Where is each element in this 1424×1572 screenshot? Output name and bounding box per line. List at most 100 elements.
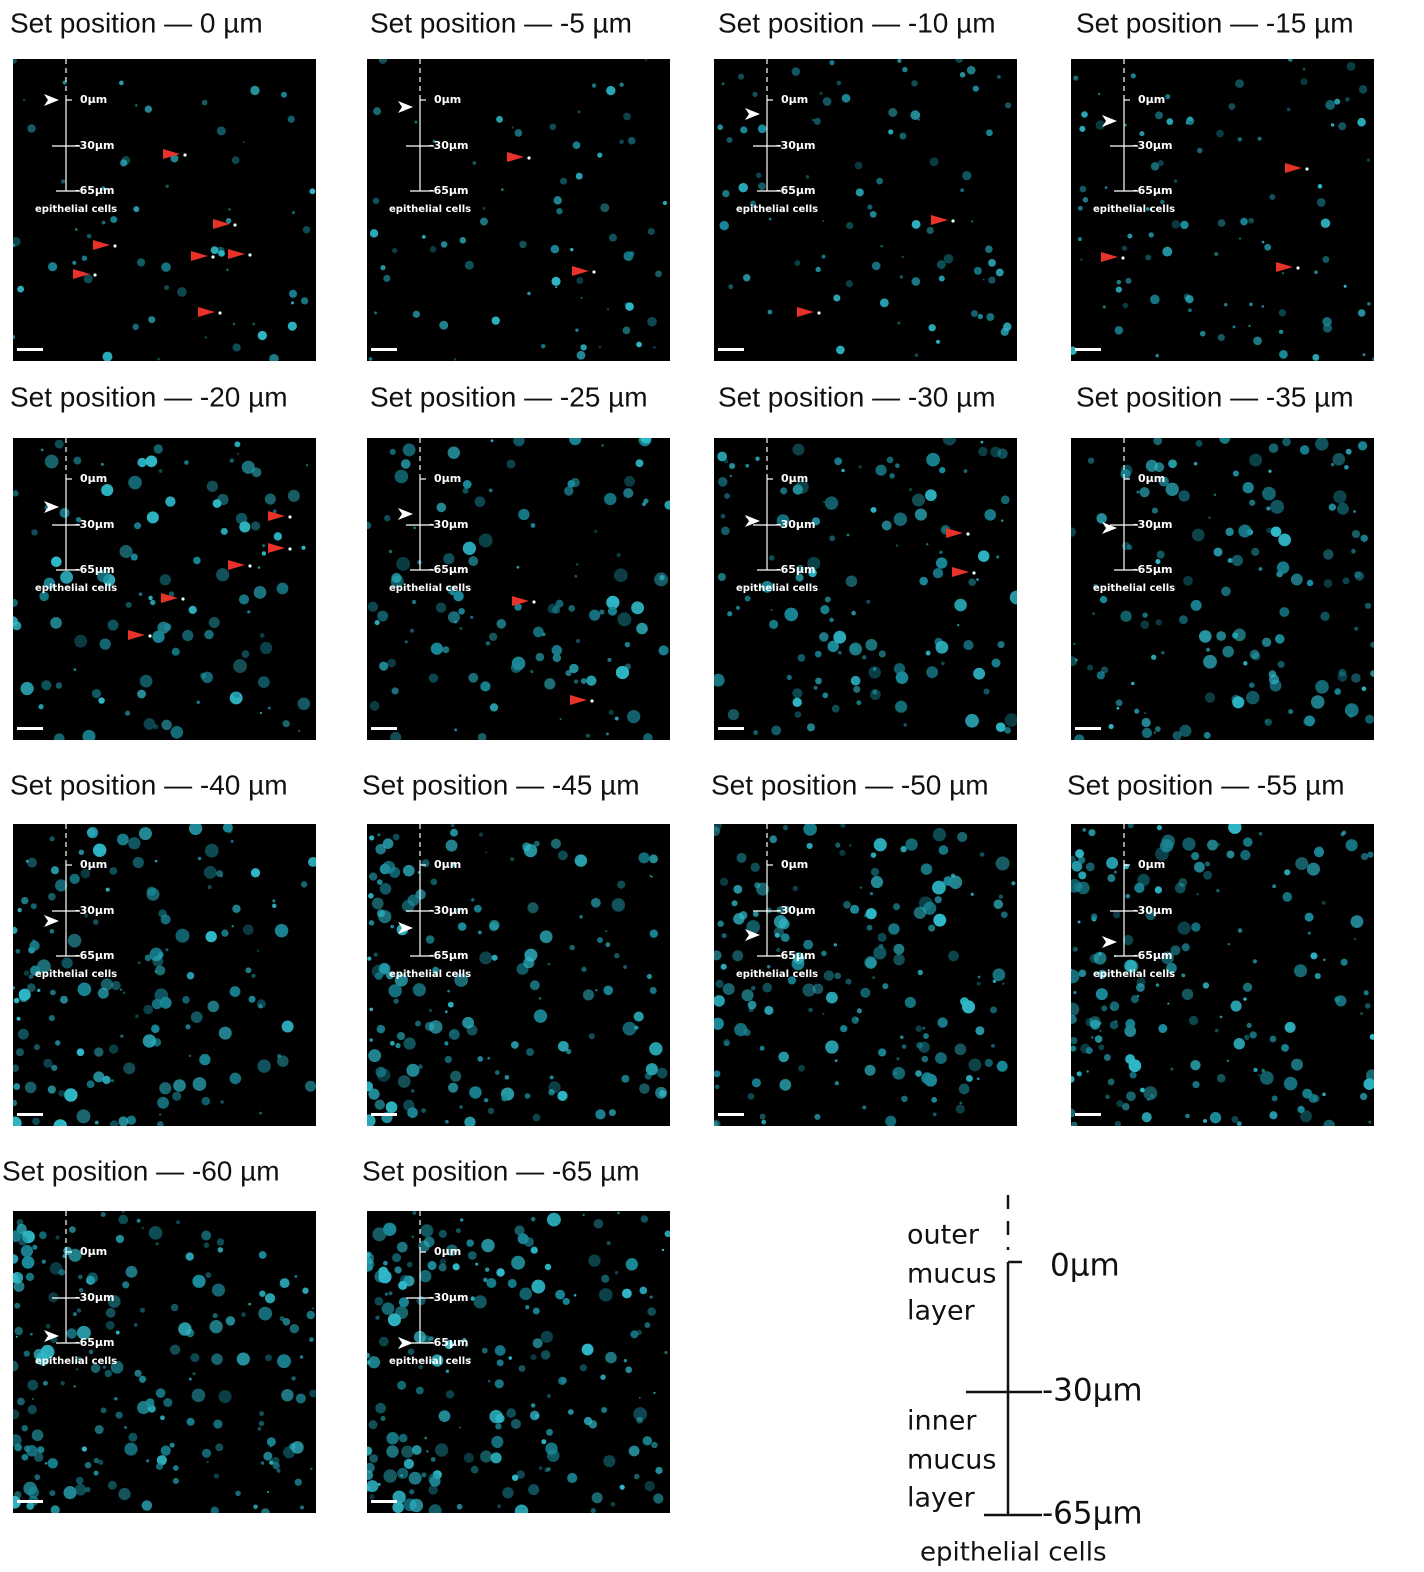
signal-blob	[558, 1377, 566, 1385]
signal-blob	[634, 1012, 644, 1022]
signal-blob	[426, 935, 435, 944]
inset-depth-label: -65µm	[776, 563, 815, 576]
signal-blob	[977, 982, 981, 986]
inset-depth-label: 0µm	[434, 93, 461, 106]
signal-blob	[582, 1344, 594, 1356]
signal-blob	[574, 575, 577, 578]
signal-blob	[49, 1015, 55, 1021]
signal-blob	[568, 605, 575, 612]
panel: Set position — -40 µm0µm-30µm-65µmepithe…	[8, 769, 318, 1132]
signal-blob	[530, 670, 533, 673]
signal-blob	[55, 1040, 60, 1045]
signal-blob	[76, 1477, 84, 1485]
signal-blob	[403, 1037, 415, 1049]
signal-blob	[445, 1056, 452, 1063]
signal-blob	[792, 67, 801, 76]
signal-blob	[868, 666, 880, 678]
signal-blob	[190, 1353, 199, 1362]
signal-blob	[466, 1239, 474, 1247]
signal-blob	[1278, 661, 1285, 668]
inset-depth-label: 0µm	[434, 472, 461, 485]
inset-depth-label: -30µm	[429, 139, 468, 152]
signal-blob	[885, 1116, 896, 1127]
signal-blob	[75, 228, 77, 230]
signal-blob	[623, 326, 631, 334]
signal-blob	[1196, 893, 1198, 895]
signal-blob	[84, 274, 93, 283]
signal-blob	[231, 840, 234, 843]
signal-blob	[649, 854, 658, 863]
scale-bar	[17, 1500, 43, 1503]
signal-blob	[312, 1307, 315, 1310]
bacterium	[248, 253, 251, 256]
signal-blob	[605, 1352, 617, 1364]
signal-blob	[978, 550, 990, 562]
signal-blob	[411, 1235, 414, 1238]
signal-blob	[996, 722, 1006, 732]
signal-blob	[617, 881, 625, 889]
signal-blob	[72, 261, 76, 265]
signal-blob	[165, 185, 169, 189]
signal-blob	[94, 1471, 99, 1476]
signal-blob	[563, 1298, 570, 1305]
signal-blob	[252, 974, 256, 978]
signal-blob	[1232, 325, 1235, 328]
signal-blob	[1322, 317, 1331, 326]
signal-blob	[1221, 586, 1231, 596]
signal-blob	[717, 921, 723, 927]
signal-blob	[1075, 849, 1084, 858]
signal-blob	[887, 457, 894, 464]
inset-depth-label: -30µm	[1133, 518, 1172, 531]
signal-blob	[148, 596, 152, 600]
signal-blob	[24, 1350, 30, 1356]
signal-blob	[456, 1228, 461, 1233]
signal-blob	[568, 1409, 574, 1415]
signal-blob	[292, 211, 295, 214]
signal-blob	[762, 983, 772, 993]
signal-blob	[1258, 137, 1262, 141]
signal-blob	[753, 730, 758, 735]
signal-blob	[480, 1450, 492, 1462]
signal-blob	[1334, 99, 1340, 105]
signal-blob	[1268, 470, 1271, 473]
signal-blob	[533, 627, 544, 638]
signal-blob	[241, 1312, 246, 1317]
signal-blob	[1182, 837, 1195, 850]
signal-blob	[539, 1466, 543, 1470]
signal-blob	[492, 316, 500, 324]
signal-blob	[835, 1059, 838, 1062]
signal-blob	[510, 857, 514, 861]
signal-blob	[142, 1500, 152, 1510]
signal-blob	[748, 1093, 755, 1100]
signal-blob	[120, 159, 127, 166]
signal-blob	[73, 1312, 77, 1316]
inset-caption: epithelial cells	[736, 204, 818, 215]
panel: Set position — -45 µm0µm-30µm-65µmepithe…	[362, 769, 670, 1128]
signal-blob	[64, 1088, 77, 1101]
signal-blob	[530, 980, 540, 990]
signal-blob	[829, 60, 834, 65]
signal-blob	[558, 850, 568, 860]
signal-blob	[1334, 688, 1341, 695]
signal-blob	[306, 464, 308, 466]
signal-blob	[829, 618, 834, 623]
signal-blob	[17, 286, 24, 293]
bacterium	[592, 270, 595, 273]
signal-blob	[12, 621, 21, 630]
signal-blob	[1240, 850, 1250, 860]
signal-blob	[872, 690, 877, 695]
signal-blob	[723, 1039, 730, 1046]
signal-blob	[553, 196, 561, 204]
signal-blob	[1314, 270, 1318, 274]
signal-blob	[392, 1253, 401, 1262]
signal-blob	[1116, 286, 1122, 292]
signal-blob	[11, 1064, 19, 1072]
signal-blob	[1081, 111, 1088, 118]
signal-blob	[477, 1056, 483, 1062]
signal-blob	[458, 922, 467, 931]
signal-blob	[484, 1098, 488, 1102]
signal-blob	[232, 343, 240, 351]
signal-blob	[623, 113, 631, 121]
signal-blob	[28, 1405, 37, 1414]
signal-blob	[599, 346, 602, 349]
